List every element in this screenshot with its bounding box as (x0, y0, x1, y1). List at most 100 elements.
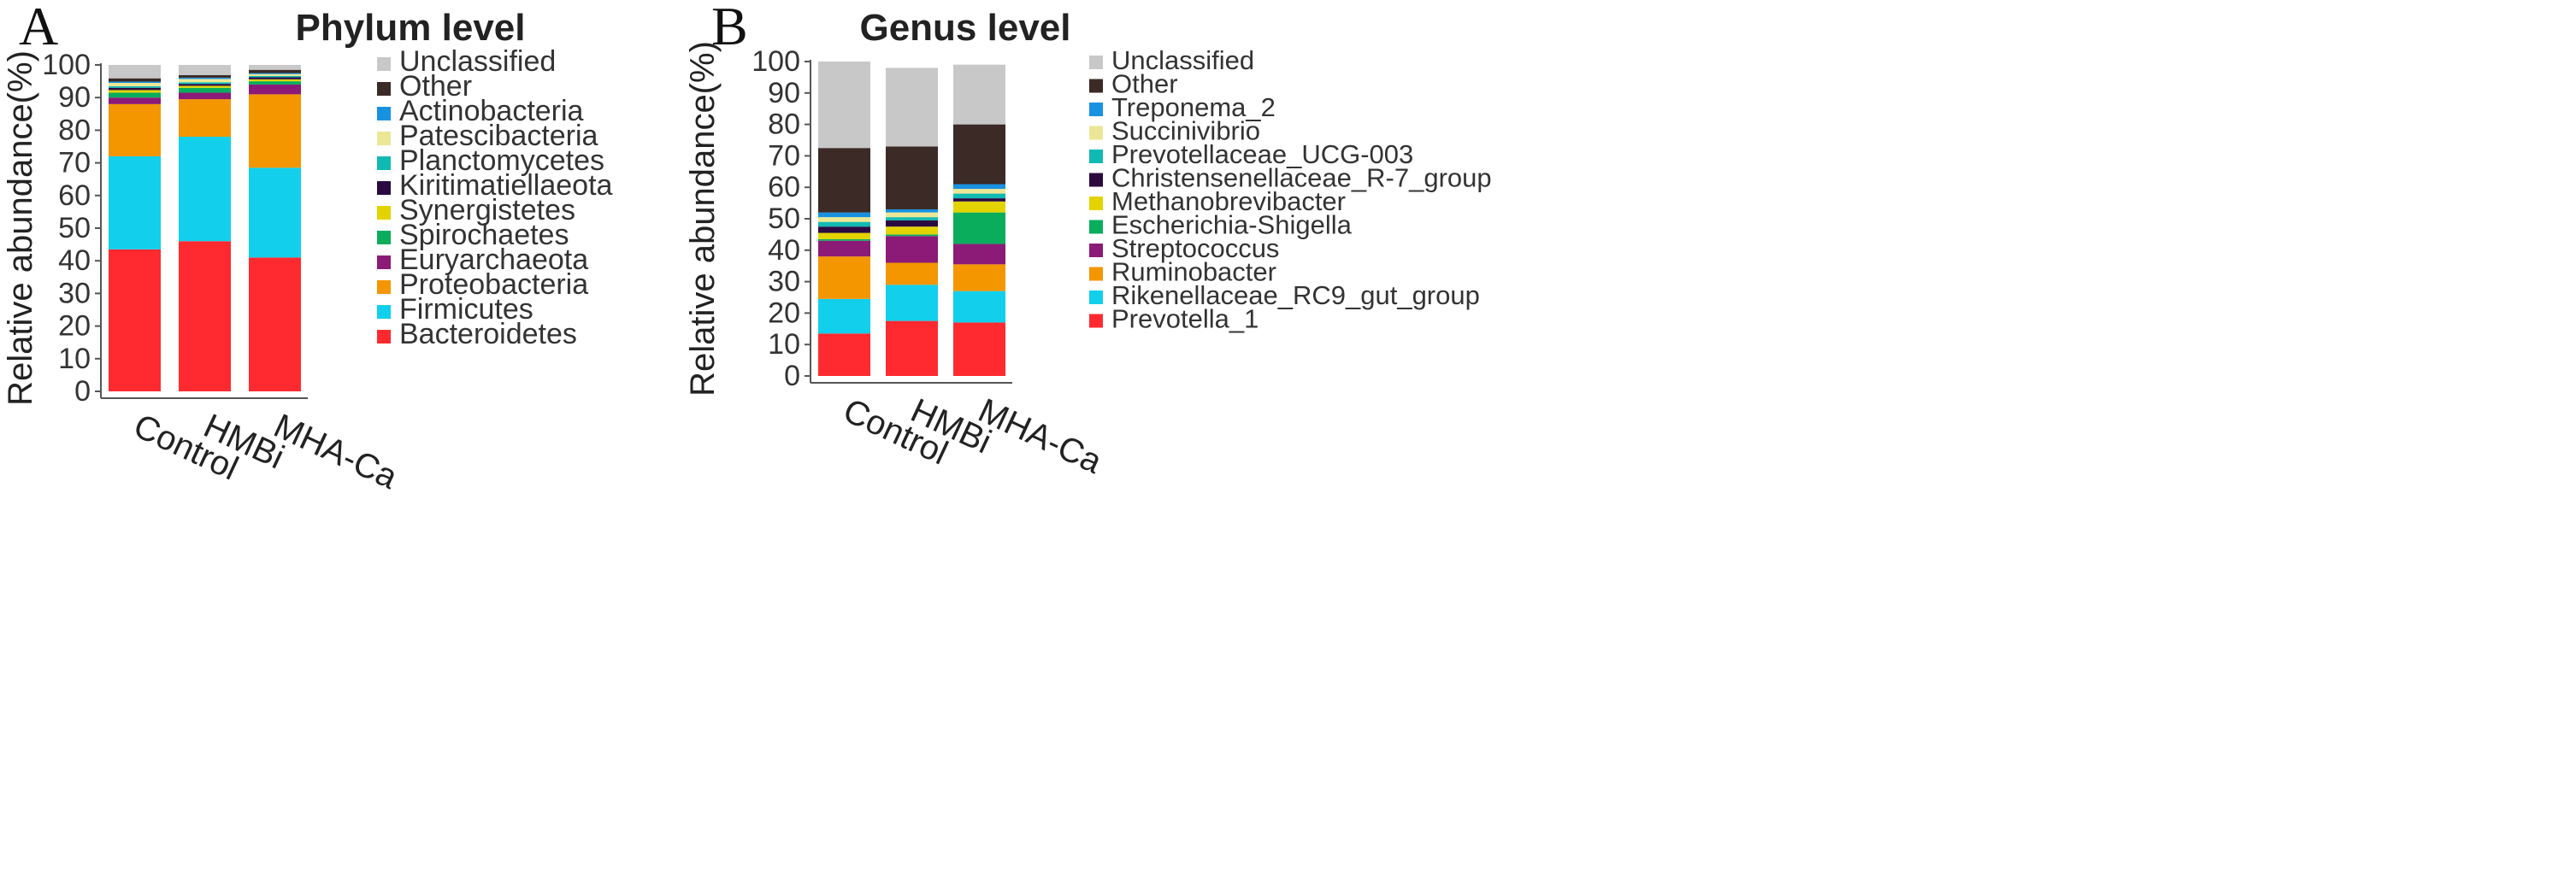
y-tick-label: 30 (58, 277, 91, 309)
y-tick-label: 70 (58, 147, 91, 179)
legend-label-prevotella-1: Prevotella_1 (1111, 304, 1259, 334)
y-tick-label: 80 (58, 114, 91, 146)
legend-swatch-other (1089, 79, 1103, 93)
chart-title: Phylum level (295, 7, 525, 49)
x-tick-label-mha-ca: MHA-Ca (973, 391, 1108, 481)
y-tick-label: 50 (58, 212, 91, 244)
bar-actinobacteria-control (109, 81, 161, 84)
bar-bacteroidetes-control (109, 249, 161, 391)
bar-methanobrevibacter-hmbi (886, 226, 938, 235)
legend-label-patescibacteria: Patescibacteria (399, 120, 598, 152)
bar-prevotellaceae-ucg-003-hmbi (886, 217, 938, 220)
legend-swatch-synergistetes (377, 206, 391, 220)
bar-rikenellaceae-rc9-gut-group-mha-ca (953, 291, 1005, 323)
bar-unclassified-control (109, 65, 161, 79)
bar-christensenellaceae-r-7-group-control (818, 226, 870, 233)
bar-prevotellaceae-ucg-003-control (818, 221, 870, 227)
bar-planctomycetes-mha-ca (249, 75, 301, 78)
legend-swatch-prevotella-1 (1089, 314, 1103, 328)
bar-unclassified-mha-ca (249, 65, 301, 70)
legend-label-prevotellaceae-ucg-003: Prevotellaceae_UCG-003 (1111, 139, 1413, 169)
bar-succinivibrio-hmbi (886, 212, 938, 218)
legend-label-christensenellaceae-r-7-group: Christensenellaceae_R-7_group (1111, 163, 1492, 193)
legend-swatch-actinobacteria (377, 107, 391, 120)
bar-prevotella-1-control (818, 333, 870, 376)
legend-label-bacteroidetes: Bacteroidetes (399, 318, 577, 350)
legend-swatch-succinivibrio (1089, 126, 1103, 140)
y-tick-label: 80 (768, 109, 800, 141)
bar-streptococcus-hmbi (886, 236, 938, 263)
legend-label-rikenellaceae-rc9-gut-group: Rikenellaceae_RC9_gut_group (1111, 280, 1480, 310)
bar-succinivibrio-mha-ca (953, 189, 1005, 194)
legend-label-actinobacteria: Actinobacteria (399, 95, 584, 127)
legend-swatch-firmicutes (377, 305, 391, 319)
legend-label-unclassified: Unclassified (399, 45, 556, 78)
bar-synergistetes-control (109, 90, 161, 93)
legend-label-spirochaetes: Spirochaetes (399, 219, 569, 251)
bar-escherichia-shigella-mha-ca (953, 212, 1005, 244)
legend-label-unclassified: Unclassified (1111, 45, 1254, 75)
x-tick-label-mha-ca: MHA-Ca (268, 407, 404, 496)
legend-label-kiritimatiellaeota: Kiritimatiellaeota (399, 169, 613, 202)
bar-unclassified-hmbi (179, 65, 231, 75)
legend-swatch-other (377, 82, 391, 96)
legend-swatch-escherichia-shigella (1089, 220, 1103, 234)
bar-rikenellaceae-rc9-gut-group-control (818, 298, 870, 334)
bar-unclassified-control (818, 62, 870, 149)
bar-patescibacteria-hmbi (179, 79, 231, 83)
bar-escherichia-shigella-control (818, 238, 870, 241)
bar-treponema-2-mha-ca (953, 184, 1005, 190)
bar-christensenellaceae-r-7-group-hmbi (886, 220, 938, 227)
y-tick-label: 0 (74, 375, 91, 408)
legend-swatch-unclassified (377, 57, 391, 71)
legend-swatch-treponema-2 (1089, 103, 1103, 116)
legend-label-euryarchaeota: Euryarchaeota (399, 244, 588, 276)
legend-label-other: Other (399, 70, 472, 103)
legend-swatch-prevotellaceae-ucg-003 (1089, 150, 1103, 163)
y-axis-label: Relative abundance(%) (2, 50, 39, 406)
panel-label: B (711, 0, 748, 56)
y-tick-label: 20 (58, 310, 91, 343)
legend-label-planctomycetes: Planctomycetes (399, 144, 604, 177)
bar-euryarchaeota-mha-ca (249, 84, 301, 95)
bar-kiritimatiellaeota-hmbi (179, 84, 231, 86)
y-tick-label: 90 (58, 81, 91, 114)
bar-other-mha-ca (249, 69, 301, 73)
chart-title: Genus level (859, 7, 1070, 49)
bar-other-hmbi (886, 146, 938, 209)
bar-prevotella-1-hmbi (886, 320, 938, 376)
y-tick-label: 0 (784, 360, 800, 392)
legend-label-synergistetes: Synergistetes (399, 194, 575, 226)
legend-label-firmicutes: Firmicutes (399, 293, 533, 326)
bar-patescibacteria-mha-ca (249, 73, 301, 76)
bar-other-control (818, 148, 870, 213)
legend-swatch-ruminobacter (1089, 267, 1103, 281)
legend-swatch-methanobrevibacter (1089, 197, 1103, 210)
bar-unclassified-hmbi (886, 68, 938, 147)
legend-swatch-proteobacteria (377, 280, 391, 294)
bar-synergistetes-hmbi (179, 85, 231, 88)
y-tick-label: 10 (768, 328, 800, 361)
y-tick-label: 100 (752, 45, 800, 78)
y-tick-label: 60 (768, 171, 800, 203)
y-tick-label: 60 (58, 179, 91, 212)
bar-methanobrevibacter-control (818, 232, 870, 239)
bar-firmicutes-control (109, 156, 161, 250)
legend-label-streptococcus: Streptococcus (1111, 233, 1279, 263)
bar-actinobacteria-hmbi (179, 77, 231, 79)
bar-spirochaetes-control (109, 92, 161, 98)
bar-spirochaetes-hmbi (179, 87, 231, 93)
bar-synergistetes-mha-ca (249, 79, 301, 82)
bar-methanobrevibacter-mha-ca (953, 201, 1005, 213)
bar-ruminobacter-control (818, 256, 870, 299)
bar-spirochaetes-mha-ca (249, 81, 301, 85)
legend-swatch-spirochaetes (377, 231, 391, 244)
bar-kiritimatiellaeota-control (109, 87, 161, 91)
y-tick-label: 100 (42, 49, 91, 81)
bar-firmicutes-mha-ca (249, 167, 301, 258)
bar-euryarchaeota-control (109, 97, 161, 104)
bar-treponema-2-hmbi (886, 208, 938, 213)
legend-swatch-streptococcus (1089, 244, 1103, 257)
legend-label-methanobrevibacter: Methanobrevibacter (1111, 186, 1346, 216)
